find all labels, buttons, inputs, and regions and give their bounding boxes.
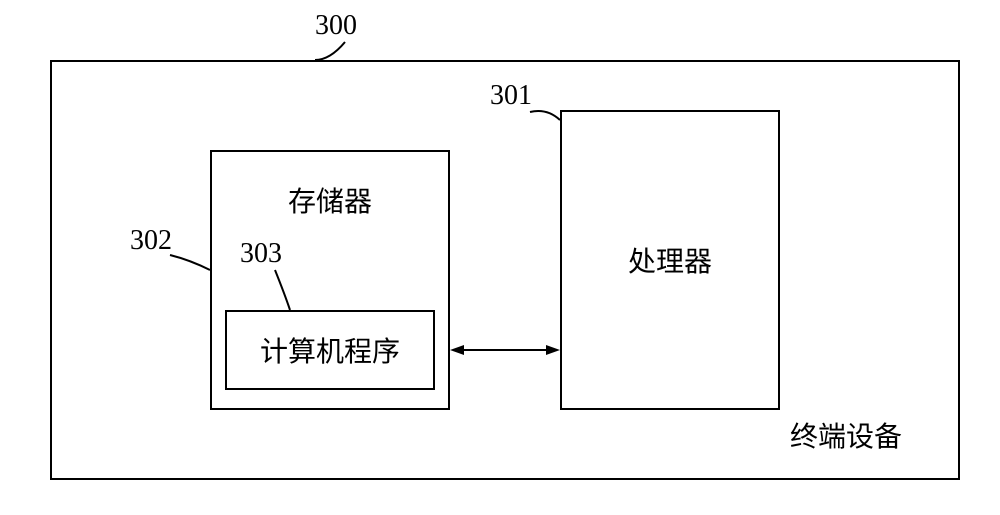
double-arrow-connector [0, 0, 1000, 515]
